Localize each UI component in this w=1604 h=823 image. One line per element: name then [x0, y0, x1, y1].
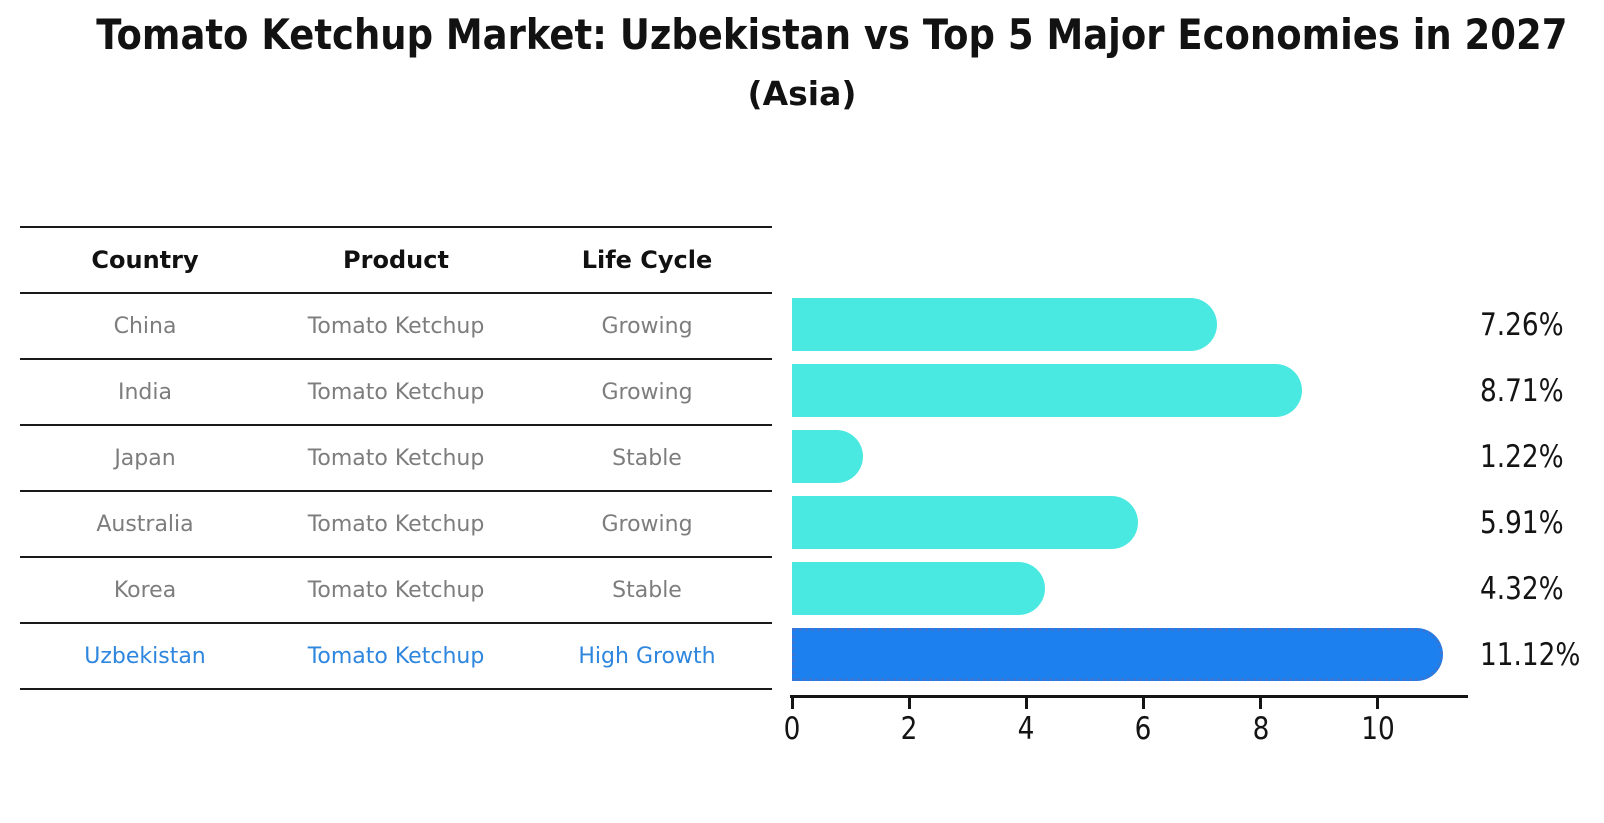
bar-row: [792, 424, 1468, 490]
x-tick-mark: [907, 698, 911, 709]
bar-row: [792, 292, 1468, 358]
x-tick-label: 8: [1252, 711, 1270, 747]
x-axis-line: [790, 695, 1468, 698]
cell-country: China: [113, 313, 177, 339]
table-header-row: Country Product Life Cycle: [20, 228, 772, 294]
cell-product: Tomato Ketchup: [307, 511, 485, 537]
x-tick-label: 2: [900, 711, 918, 747]
cell-product: Tomato Ketchup: [307, 379, 485, 405]
bar-japan: [792, 430, 863, 483]
table-row-china: China Tomato Ketchup Growing: [20, 294, 772, 360]
cell-country: Australia: [96, 511, 194, 537]
cell-product: Tomato Ketchup: [307, 643, 485, 669]
x-tick-label: 0: [783, 711, 801, 747]
header-life-cycle: Life Cycle: [581, 246, 713, 274]
table-row-india: India Tomato Ketchup Growing: [20, 360, 772, 426]
bar-australia: [792, 496, 1138, 549]
cell-product: Tomato Ketchup: [307, 313, 485, 339]
x-tick-mark: [1259, 698, 1263, 709]
cell-life-cycle: Stable: [612, 445, 682, 471]
cell-country: Japan: [114, 445, 176, 471]
cell-life-cycle: Growing: [601, 511, 693, 537]
value-label-china: 7.26%: [1480, 307, 1564, 343]
bar-china: [792, 298, 1217, 351]
table-row-australia: Australia Tomato Ketchup Growing: [20, 492, 772, 558]
x-tick-mark: [1376, 698, 1380, 709]
x-axis: 0 2 4 6 8 10: [784, 695, 1468, 755]
cell-life-cycle: Growing: [601, 313, 693, 339]
cell-product: Tomato Ketchup: [307, 445, 485, 471]
table-row-uzbekistan: Uzbekistan Tomato Ketchup High Growth: [20, 624, 772, 690]
bar-row: [792, 358, 1468, 424]
x-tick-mark: [1141, 698, 1145, 709]
bar-row: [792, 490, 1468, 556]
header-product: Product: [343, 246, 449, 274]
table-row-japan: Japan Tomato Ketchup Stable: [20, 426, 772, 492]
cell-life-cycle: High Growth: [578, 643, 716, 669]
cell-country: Uzbekistan: [84, 643, 206, 669]
cell-country: Korea: [113, 577, 177, 603]
bar-korea: [792, 562, 1045, 615]
chart-title: Tomato Ketchup Market: Uzbekistan vs Top…: [96, 10, 1568, 59]
bar-india: [792, 364, 1302, 417]
x-tick-mark: [1024, 698, 1028, 709]
header-country: Country: [91, 246, 199, 274]
value-label-india: 8.71%: [1480, 373, 1564, 409]
x-tick-mark: [790, 698, 794, 709]
value-label-uzbekistan: 11.12%: [1480, 637, 1581, 673]
bar-row: [792, 622, 1468, 688]
x-tick-label: 4: [1017, 711, 1035, 747]
bar-uzbekistan: [792, 628, 1443, 681]
cell-product: Tomato Ketchup: [307, 577, 485, 603]
x-tick-label: 6: [1135, 711, 1152, 747]
bar-plot-area: [792, 292, 1468, 688]
value-label-australia: 5.91%: [1480, 505, 1564, 541]
value-label-column: 7.26% 8.71% 1.22% 5.91% 4.32% 11.12%: [1480, 292, 1604, 688]
cell-life-cycle: Growing: [601, 379, 693, 405]
table-row-korea: Korea Tomato Ketchup Stable: [20, 558, 772, 624]
value-label-japan: 1.22%: [1480, 439, 1564, 475]
bar-row: [792, 556, 1468, 622]
chart-subtitle: (Asia): [747, 74, 857, 113]
cell-life-cycle: Stable: [612, 577, 682, 603]
country-table: Country Product Life Cycle China Tomato …: [20, 226, 772, 690]
value-label-korea: 4.32%: [1480, 571, 1564, 607]
cell-country: India: [118, 379, 172, 405]
x-tick-label: 10: [1361, 711, 1395, 747]
